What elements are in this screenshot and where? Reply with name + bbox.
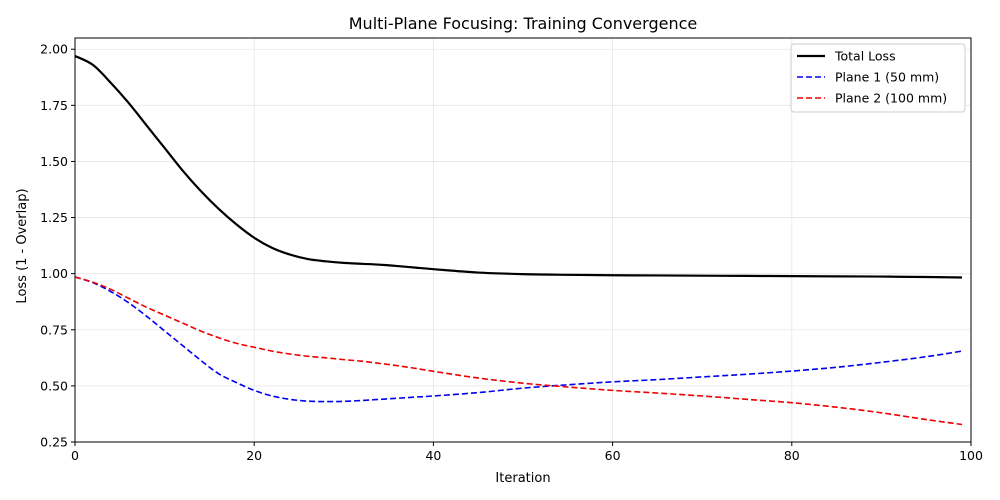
series-line-1 [74, 54, 963, 279]
series-line-3 [74, 276, 963, 426]
x-tick-label: 20 [246, 448, 262, 463]
y-tick-label: 2.00 [40, 42, 68, 57]
legend-box [790, 43, 966, 113]
x-axis-label: Iteration [495, 471, 550, 486]
y-tick-label: 0.75 [40, 322, 68, 337]
y-tick-label: 1.75 [40, 98, 68, 113]
y-tick-label: 0.25 [40, 435, 68, 450]
x-tick-label: 0 [71, 448, 79, 463]
x-tick-label: 40 [425, 448, 441, 463]
legend-label: Plane 1 (50 mm) [835, 70, 939, 85]
legend-label: Plane 2 (100 mm) [835, 91, 947, 106]
plot-frame [74, 37, 972, 443]
x-tick-label: 100 [959, 448, 983, 463]
y-tick-label: 0.50 [40, 378, 68, 393]
y-tick-label: 1.50 [40, 154, 68, 169]
series-line-2 [74, 276, 963, 403]
x-tick-label: 80 [784, 448, 800, 463]
x-tick-label: 60 [605, 448, 621, 463]
series-lines [74, 54, 963, 426]
legend: Total Loss Plane 1 (50 mm) Plane 2 (100 mm… [790, 43, 966, 113]
axis-ticks: 0 20 40 60 80 100 0.25 0.50 0.75 1.00 1.25 1.50 1.75… [40, 42, 983, 463]
y-tick-label: 1.25 [40, 210, 68, 225]
y-tick-label: 1.00 [40, 266, 68, 281]
y-axis-label: Loss (1 - Overlap) [15, 188, 30, 303]
legend-label: Total Loss [834, 49, 896, 64]
chart-title: Multi-Plane Focusing: Training Convergen… [349, 14, 697, 33]
